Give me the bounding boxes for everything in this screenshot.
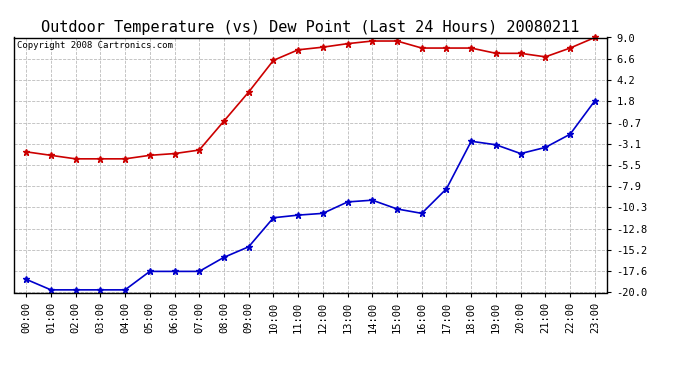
Title: Outdoor Temperature (vs) Dew Point (Last 24 Hours) 20080211: Outdoor Temperature (vs) Dew Point (Last… (41, 20, 580, 35)
Text: Copyright 2008 Cartronics.com: Copyright 2008 Cartronics.com (17, 41, 172, 50)
